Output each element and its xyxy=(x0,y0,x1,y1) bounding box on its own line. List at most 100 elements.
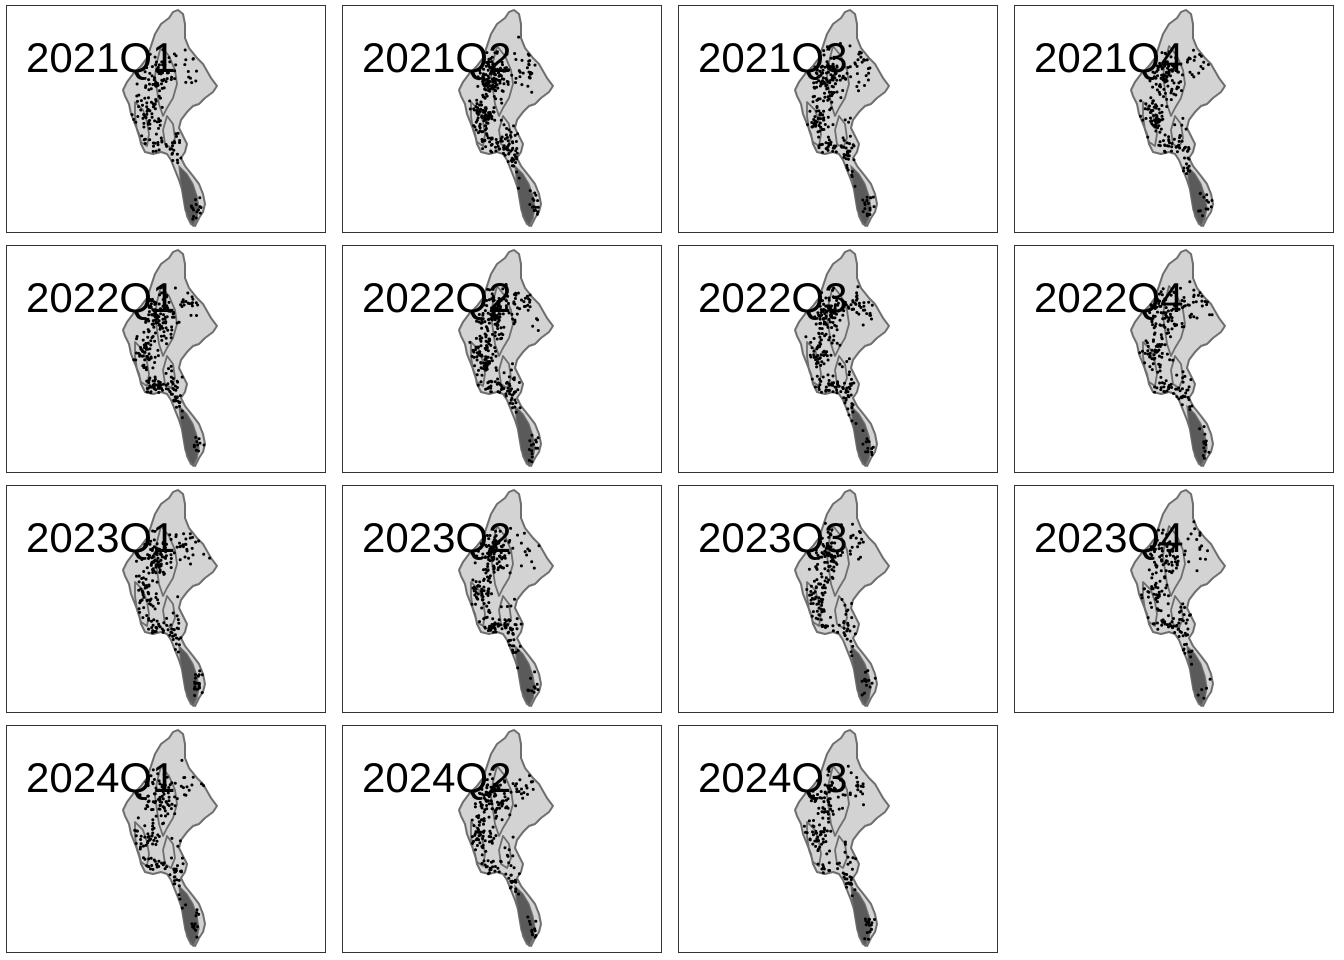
event-point xyxy=(1165,559,1169,563)
event-point xyxy=(1163,576,1167,580)
event-point xyxy=(193,694,197,697)
event-point xyxy=(1158,144,1162,148)
event-point xyxy=(812,349,816,353)
event-point xyxy=(843,153,847,157)
event-point xyxy=(1161,528,1165,532)
event-point xyxy=(813,65,817,69)
event-point xyxy=(148,138,152,142)
event-point xyxy=(484,113,488,117)
event-point xyxy=(156,141,160,144)
event-point xyxy=(853,888,857,892)
event-point xyxy=(149,856,153,860)
event-point xyxy=(820,128,824,131)
event-point xyxy=(486,117,490,121)
event-point xyxy=(1158,542,1162,545)
event-point xyxy=(169,807,173,811)
event-point xyxy=(829,106,833,110)
event-point xyxy=(527,59,531,63)
event-point xyxy=(168,389,172,393)
event-point xyxy=(169,557,173,560)
event-point xyxy=(490,359,494,363)
event-point xyxy=(816,117,820,121)
event-point xyxy=(159,558,163,562)
event-point xyxy=(485,784,489,788)
event-point xyxy=(841,386,845,389)
event-point xyxy=(151,83,155,86)
event-point xyxy=(158,89,161,93)
event-point xyxy=(181,298,185,302)
event-point xyxy=(489,149,493,153)
event-point xyxy=(485,545,489,548)
event-point xyxy=(823,560,827,564)
event-point xyxy=(511,648,515,652)
event-point xyxy=(514,401,518,405)
event-point xyxy=(1181,370,1185,374)
event-point xyxy=(134,358,138,362)
southern-region xyxy=(850,644,872,708)
event-point xyxy=(1200,294,1204,298)
event-point xyxy=(492,630,496,634)
event-point xyxy=(1205,193,1209,197)
event-point xyxy=(843,850,847,854)
event-point xyxy=(1174,145,1178,149)
event-point xyxy=(536,205,540,209)
event-point xyxy=(489,799,493,803)
event-point xyxy=(493,118,497,122)
event-point xyxy=(152,383,156,386)
event-point xyxy=(1186,169,1190,173)
event-point xyxy=(491,67,495,71)
event-point xyxy=(1156,370,1160,374)
event-point xyxy=(194,673,197,677)
event-point xyxy=(162,330,166,334)
event-point xyxy=(161,48,165,52)
map-panel-2024q1: 2024Q1 xyxy=(6,725,326,953)
event-point xyxy=(1178,618,1182,621)
event-point xyxy=(840,598,844,601)
event-point xyxy=(155,619,159,623)
event-point xyxy=(155,542,159,546)
event-point xyxy=(505,148,509,152)
event-point xyxy=(851,856,855,860)
event-point xyxy=(480,354,484,358)
event-point xyxy=(852,158,856,162)
event-point xyxy=(1158,83,1162,87)
event-point xyxy=(489,309,493,313)
event-point xyxy=(495,562,499,566)
event-point xyxy=(843,381,846,385)
event-point xyxy=(147,571,151,575)
event-point xyxy=(1196,293,1200,297)
event-point xyxy=(1177,81,1181,85)
event-point xyxy=(501,68,505,72)
event-point xyxy=(1155,600,1159,604)
event-point xyxy=(831,558,834,562)
event-point xyxy=(492,95,496,98)
event-point xyxy=(838,78,842,82)
event-point xyxy=(480,140,484,143)
event-point xyxy=(1205,303,1209,307)
event-point xyxy=(857,557,861,561)
event-point xyxy=(1170,87,1174,91)
event-point xyxy=(173,69,177,73)
event-point xyxy=(157,148,161,152)
event-point xyxy=(830,568,834,572)
event-point xyxy=(152,300,156,304)
event-point xyxy=(180,758,184,762)
event-point xyxy=(482,589,486,593)
event-point xyxy=(870,450,874,454)
event-point xyxy=(506,386,510,390)
event-point xyxy=(148,347,152,351)
event-point xyxy=(149,343,153,347)
event-point xyxy=(812,337,816,340)
event-point xyxy=(484,387,488,391)
event-point xyxy=(182,532,186,536)
event-point xyxy=(532,690,536,694)
event-point xyxy=(513,133,517,137)
event-point xyxy=(187,556,191,560)
event-point xyxy=(837,623,841,627)
event-point xyxy=(850,602,854,605)
event-point xyxy=(1153,390,1157,394)
event-point xyxy=(483,778,487,782)
event-point xyxy=(841,89,845,92)
event-point xyxy=(143,358,147,362)
event-point xyxy=(495,557,499,561)
